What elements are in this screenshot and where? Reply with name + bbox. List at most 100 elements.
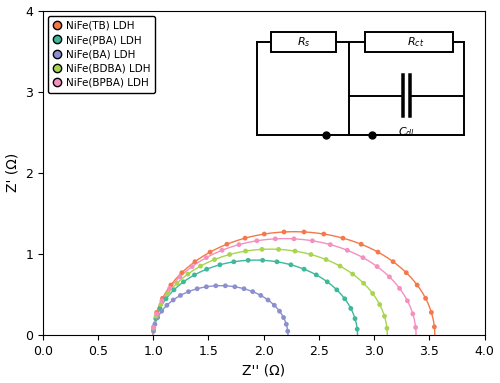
Point [360,280,368,286]
Point [270,302,278,308]
Point [376,301,384,308]
Point [169,297,177,303]
Point [253,238,261,244]
Point [167,282,175,288]
Point [287,262,295,268]
Point [260,231,268,237]
Point [157,301,165,308]
Point [212,283,220,289]
Point [216,262,224,268]
Point [336,263,344,269]
Point [280,314,287,321]
Point [273,259,281,265]
Point [173,280,181,286]
Point [412,324,420,331]
Point [351,316,359,322]
Point [380,313,388,319]
Point [282,321,290,327]
Point [291,248,299,254]
Point [178,270,186,276]
Point [231,284,239,290]
Point [240,286,248,292]
Point [413,282,421,288]
Point [152,311,160,317]
Point [324,279,332,285]
Point [191,259,199,265]
Point [158,298,166,304]
Point [162,296,170,302]
Point [344,247,351,253]
Point [347,305,355,311]
Point [176,292,184,298]
Point [353,326,361,332]
Point [430,324,438,330]
Point [244,257,252,264]
X-axis label: Z'' (Ω): Z'' (Ω) [242,363,285,377]
Point [158,308,166,314]
Point [248,288,256,295]
Point [158,295,166,301]
Point [190,272,198,278]
Point [307,252,315,258]
Point [339,235,347,241]
Point [218,247,226,253]
Point [184,288,192,295]
Point [188,264,196,270]
Point [152,316,160,322]
Point [166,285,173,291]
Point [150,324,158,330]
Point [300,266,308,272]
Point [154,314,162,321]
Point [428,309,436,316]
Point [290,236,298,242]
Point [374,249,382,255]
Point [257,292,265,298]
Point [235,242,243,248]
Point [258,246,266,252]
Point [386,274,394,280]
Point [333,287,341,293]
Point [320,231,328,237]
Point [180,279,188,285]
Point [357,241,365,247]
Point [404,298,411,304]
Point [170,287,178,293]
Point [373,264,381,270]
Point [202,266,210,272]
Point [389,259,397,265]
Point [164,290,172,296]
Point [223,241,231,247]
Point [284,328,292,334]
Point [348,271,356,277]
Point [184,271,192,277]
Point [202,255,210,261]
Point [280,229,288,235]
Point [151,321,159,327]
Point [402,270,410,276]
Point [196,263,204,269]
Point [241,235,249,241]
Point [222,283,230,289]
Point [210,257,218,263]
Point [264,297,272,303]
Point [422,295,430,301]
Point [383,325,391,331]
Y-axis label: Z' (Ω): Z' (Ω) [6,153,20,193]
Point [152,309,160,316]
Point [359,255,367,261]
Point [152,313,160,319]
Point [340,296,348,302]
Point [300,229,308,235]
Point [150,326,158,332]
Point [274,246,282,252]
Point [202,284,210,290]
Point [308,238,316,244]
Point [326,242,334,248]
Point [150,324,158,331]
Point [156,305,164,311]
Point [242,248,250,254]
Point [258,257,266,264]
Point [193,286,201,292]
Point [226,252,234,258]
Legend: NiFe(TB) LDH, NiFe(PBA) LDH, NiFe(BA) LDH, NiFe(BDBA) LDH, NiFe(BPBA) LDH: NiFe(TB) LDH, NiFe(PBA) LDH, NiFe(BA) LD… [48,16,156,93]
